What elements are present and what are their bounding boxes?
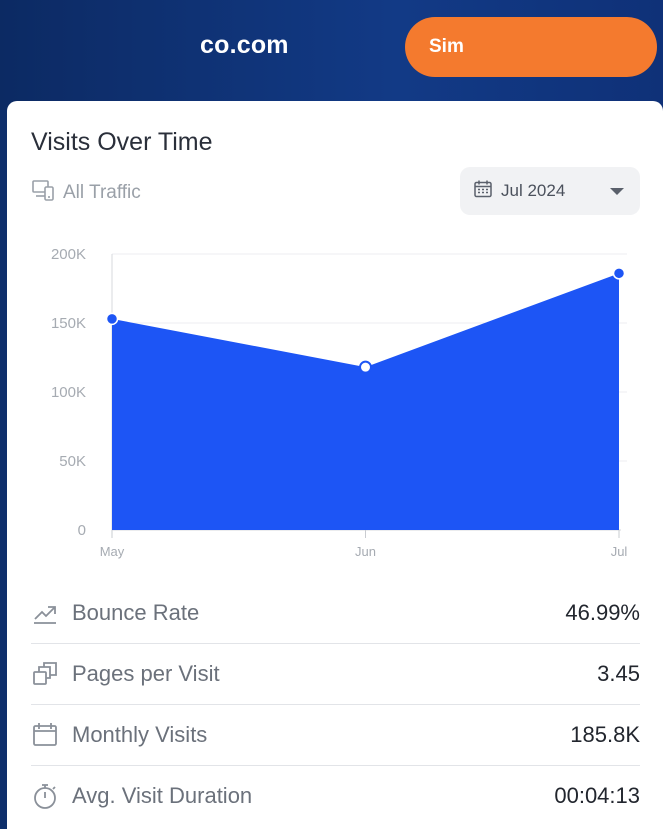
card-title: Visits Over Time xyxy=(31,128,213,156)
devices-icon xyxy=(31,178,55,208)
x-tick-label: May xyxy=(100,544,125,559)
data-point xyxy=(612,267,626,280)
data-point xyxy=(359,360,372,374)
chevron-down-icon xyxy=(610,188,624,195)
y-tick-label: 150K xyxy=(51,315,86,332)
trend-arrow-icon xyxy=(31,599,59,627)
top-bar: co.com Sim xyxy=(0,0,663,110)
metric-label: Bounce Rate xyxy=(72,600,200,625)
calendar-icon xyxy=(31,721,59,749)
stopwatch-icon xyxy=(31,782,59,810)
visits-card: Visits Over Time All Traffic Jul 2024 0 5… xyxy=(7,101,663,829)
site-name[interactable]: co.com xyxy=(200,31,289,59)
visits-chart: 0 50K 100K 150K 200K May Jun Jul xyxy=(51,246,628,559)
traffic-filter[interactable]: All Traffic xyxy=(31,178,141,208)
metric-row: Pages per Visit 3.45 xyxy=(31,643,640,704)
metric-label: Pages per Visit xyxy=(72,661,220,686)
y-tick-label: 100K xyxy=(51,384,86,401)
cta-button[interactable]: Sim xyxy=(405,17,657,77)
metric-value: 3.45 xyxy=(597,661,640,686)
date-select-label: Jul 2024 xyxy=(501,181,566,200)
metrics-list: Bounce Rate 46.99% Pages per Visit 3.45 … xyxy=(31,583,640,826)
traffic-filter-label: All Traffic xyxy=(63,182,141,203)
metric-row: Monthly Visits 185.8K xyxy=(31,704,640,765)
visits-area xyxy=(112,273,619,530)
data-point xyxy=(105,312,119,326)
x-tick-label: Jun xyxy=(355,544,376,559)
y-tick-label: 0 xyxy=(78,522,86,539)
y-tick-label: 50K xyxy=(59,453,86,470)
metric-value: 46.99% xyxy=(565,600,640,625)
metric-value: 00:04:13 xyxy=(554,783,640,808)
metric-row: Bounce Rate 46.99% xyxy=(31,583,640,643)
metric-label: Monthly Visits xyxy=(72,722,208,747)
date-select[interactable]: Jul 2024 xyxy=(460,167,640,215)
y-tick-label: 200K xyxy=(51,246,86,263)
pages-stack-icon xyxy=(31,660,59,688)
metric-label: Avg. Visit Duration xyxy=(72,783,253,808)
calendar-icon xyxy=(473,179,493,204)
metric-value: 185.8K xyxy=(570,722,640,747)
x-tick-label: Jul xyxy=(611,544,628,559)
metric-row: Avg. Visit Duration 00:04:13 xyxy=(31,765,640,826)
